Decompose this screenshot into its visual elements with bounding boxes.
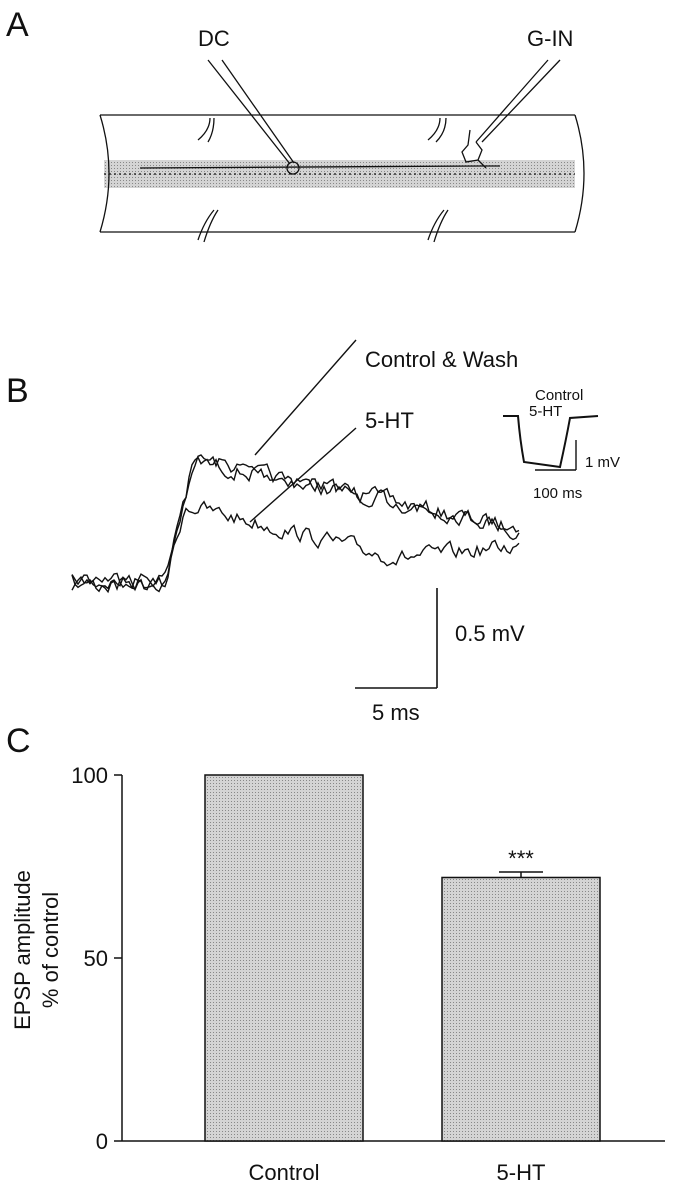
callout-lines [249,339,357,523]
trace [71,456,520,590]
inset-trace [503,415,599,471]
y-axis-label: EPSP amplitude [10,870,35,1030]
panel-label: B [6,372,29,410]
inset-label: 5-HT [529,403,562,420]
bar-chart: 0 50 100 Control 5-HT *** [71,763,665,1185]
trace-label: 5-HT [365,408,414,433]
error-bar [499,871,543,878]
y-tick-label: 0 [96,1129,108,1154]
trace [71,500,520,594]
x-tick-label: 5-HT [497,1160,546,1185]
inset-label: Control [535,387,583,404]
x-tick-label: Control [249,1160,320,1185]
electrode-label: G-IN [527,26,573,51]
panel-label: C [6,722,31,760]
y-tick-label: 100 [71,763,108,788]
scale-label: 5 ms [372,700,420,725]
scale-label: 0.5 mV [455,621,525,646]
trace [71,454,520,593]
scale-bar [355,588,438,689]
electrode-label: DC [198,26,230,51]
traces [71,454,520,594]
panel-label: A [6,6,29,44]
bar [441,876,601,1142]
trace-label: Control & Wash [365,347,518,372]
bar [204,774,364,1142]
y-tick-label: 50 [84,946,108,971]
inset-scale-label: 1 mV [585,454,620,471]
cord-diagram [99,59,585,243]
y-axis-label: % of control [38,892,63,1008]
significance: *** [508,846,534,871]
inset-scale-label: 100 ms [533,485,582,502]
